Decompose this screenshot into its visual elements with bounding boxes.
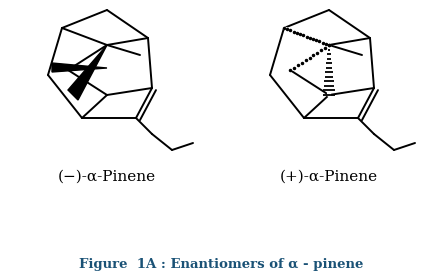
Text: (+)-α-Pinene: (+)-α-Pinene [280,170,378,184]
Polygon shape [52,63,107,72]
Polygon shape [68,45,107,100]
Text: (−)-α-Pinene: (−)-α-Pinene [58,170,156,184]
Text: Figure  1A : Enantiomers of α - pinene: Figure 1A : Enantiomers of α - pinene [79,258,363,271]
